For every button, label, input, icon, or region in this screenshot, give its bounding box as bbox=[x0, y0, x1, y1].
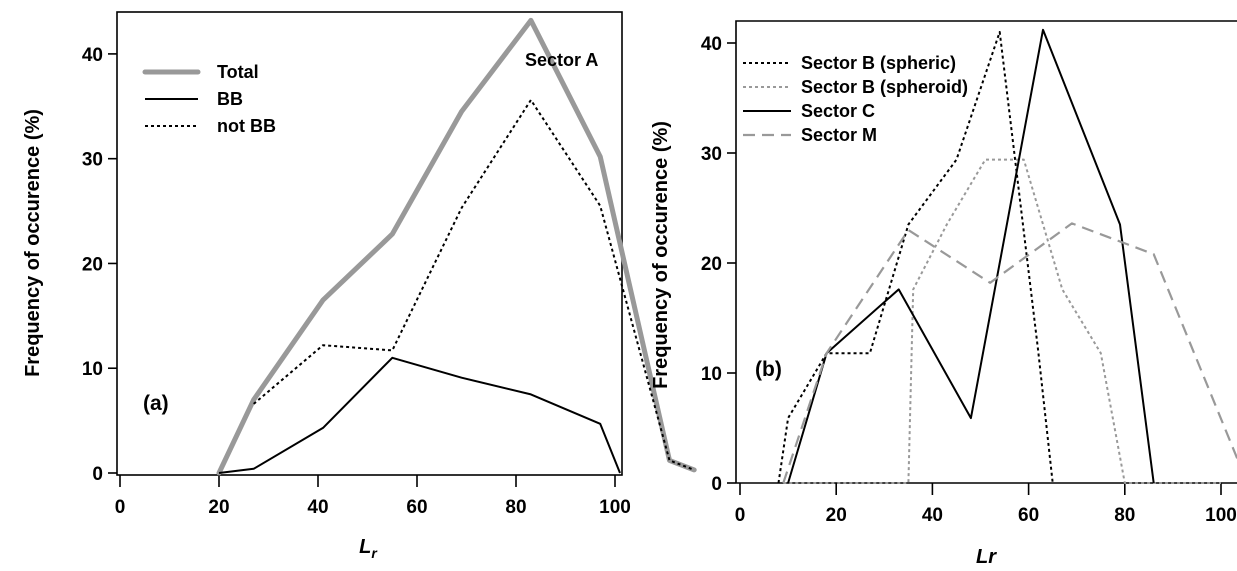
y-tick-label: 30 bbox=[82, 150, 103, 171]
legend-label: Sector M bbox=[801, 125, 877, 145]
series-line-sector-c bbox=[787, 28, 1155, 484]
y-tick-label: 10 bbox=[82, 359, 103, 380]
y-tick-label: 20 bbox=[82, 254, 103, 275]
series-line-sector-b-spheric bbox=[777, 31, 1054, 484]
panel-b-legend: Sector B (spheric) Sector B (spheroid) Sec… bbox=[743, 53, 968, 145]
legend-label: Total bbox=[217, 62, 259, 82]
legend-label: BB bbox=[217, 89, 243, 109]
panel-b-ylabel: Frequency of occurence (%) bbox=[650, 121, 672, 389]
panel-a-xlabel-sub: r bbox=[371, 545, 378, 561]
panel-b-xlabel: Lr bbox=[976, 546, 997, 568]
y-tick-label: 10 bbox=[701, 364, 722, 385]
x-tick-label: 40 bbox=[922, 505, 943, 526]
y-tick-label: 0 bbox=[92, 464, 103, 485]
panel-b-label: (b) bbox=[755, 358, 782, 381]
series-line-bb bbox=[218, 356, 621, 474]
x-tick-label: 0 bbox=[735, 505, 746, 526]
x-tick-label: 0 bbox=[115, 497, 126, 518]
x-tick-label: 100 bbox=[1205, 505, 1237, 526]
panel-a-xlabel-main: L bbox=[359, 536, 371, 558]
y-tick-label: 40 bbox=[82, 45, 103, 66]
panel-a: 0 20 40 60 80 100 0 10 20 30 40 (a) Sector A Frequ… bbox=[22, 11, 697, 561]
y-tick-label: 30 bbox=[701, 144, 722, 165]
x-tick-label: 60 bbox=[1018, 505, 1039, 526]
legend-label: not BB bbox=[217, 116, 276, 136]
panel-a-axes: 0 20 40 60 80 100 0 10 20 30 40 bbox=[82, 45, 631, 518]
panel-a-legend: Total BB not BB bbox=[142, 62, 276, 136]
x-tick-label: 80 bbox=[505, 497, 526, 518]
legend-label: Sector C bbox=[801, 101, 875, 121]
panel-a-annotation: Sector A bbox=[525, 50, 598, 70]
y-tick-label: 40 bbox=[701, 34, 722, 55]
legend-label: Sector B (spheroid) bbox=[801, 77, 968, 97]
y-tick-label: 0 bbox=[711, 474, 722, 495]
series-line-sector-m bbox=[782, 222, 1237, 484]
panel-a-ylabel: Frequency of occurence (%) bbox=[22, 109, 44, 377]
panel-a-series bbox=[216, 17, 697, 476]
panel-a-xlabel: Lr bbox=[359, 536, 378, 561]
series-line-total bbox=[216, 17, 697, 476]
x-tick-label: 80 bbox=[1114, 505, 1135, 526]
x-tick-label: 20 bbox=[826, 505, 847, 526]
x-tick-label: 40 bbox=[307, 497, 328, 518]
panel-a-plot-frame bbox=[116, 11, 623, 476]
panel-b: 0 20 40 60 80 100 0 10 20 30 40 (b) Frequency of o… bbox=[650, 20, 1237, 568]
panel-b-axes: 0 20 40 60 80 100 0 10 20 30 40 bbox=[701, 34, 1237, 526]
x-tick-label: 20 bbox=[208, 497, 229, 518]
panel-b-axes-frame bbox=[735, 20, 1237, 483]
y-tick-label: 20 bbox=[701, 254, 722, 275]
x-tick-label: 100 bbox=[599, 497, 631, 518]
x-tick-label: 60 bbox=[406, 497, 427, 518]
panel-b-series bbox=[777, 28, 1237, 484]
series-line-not-bb bbox=[253, 99, 695, 471]
panel-a-label: (a) bbox=[143, 392, 169, 415]
series-line-sector-b-spheroid bbox=[783, 158, 1221, 484]
legend-label: Sector B (spheric) bbox=[801, 53, 956, 73]
